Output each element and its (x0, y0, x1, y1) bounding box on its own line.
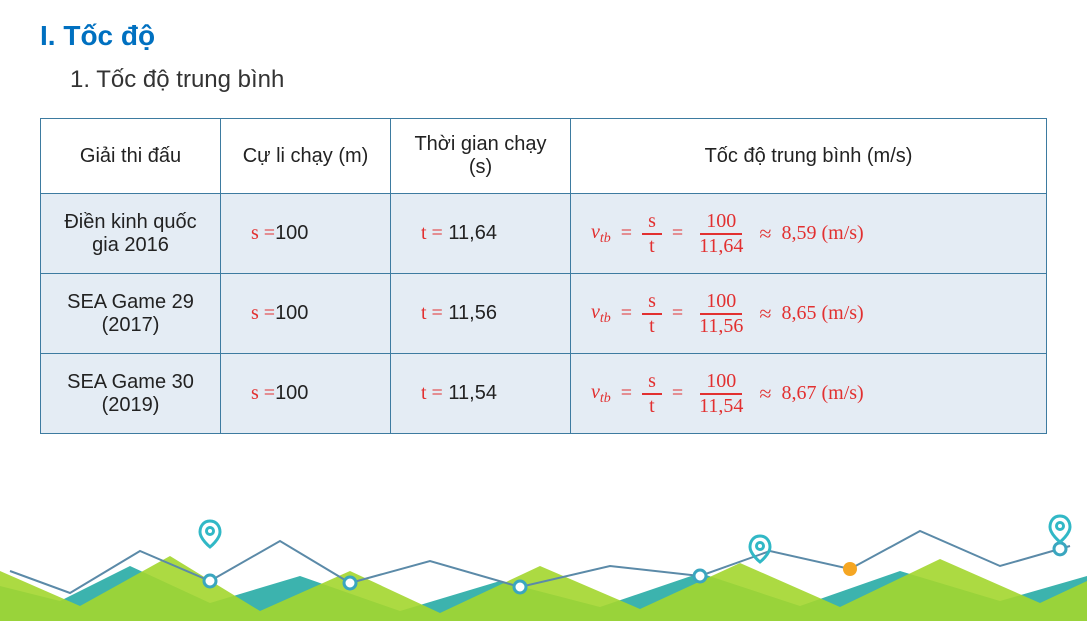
handwriting-t: t = (421, 382, 443, 405)
formula: vtb = st = 10011,64 ≈ 8,59 (m/s) (591, 211, 1034, 257)
distance-value: 100 (275, 222, 308, 245)
handwriting-s: s = (251, 382, 275, 405)
equals-icon: = (621, 382, 632, 405)
vtb-symbol: vtb (591, 221, 611, 247)
col-header-event: Giải thi đấu (41, 119, 221, 194)
result-value: 8,59 (m/s) (781, 222, 863, 245)
event-cell: SEA Game 29 (2017) (41, 274, 221, 354)
result-value: 8,65 (m/s) (781, 302, 863, 325)
formula-cell: vtb = st = 10011,56 ≈ 8,65 (m/s) (571, 274, 1047, 354)
formula: vtb = st = 10011,56 ≈ 8,65 (m/s) (591, 291, 1034, 337)
event-cell: Điền kinh quốc gia 2016 (41, 194, 221, 274)
data-table: Giải thi đấu Cự li chạy (m) Thời gian ch… (40, 118, 1047, 434)
distance-value: 100 (275, 302, 308, 325)
equals-icon: = (672, 382, 683, 405)
table-row: SEA Game 30 (2019)s =100t = 11,54 vtb = … (41, 354, 1047, 434)
vtb-symbol: vtb (591, 301, 611, 327)
time-cell: t = 11,54 (391, 354, 571, 434)
heading-1: I. Tốc độ (40, 20, 1047, 52)
equals-icon: = (621, 302, 632, 325)
slide: I. Tốc độ 1. Tốc độ trung bình Giải thi … (0, 0, 1087, 434)
col-header-time: Thời gian chạy (s) (391, 119, 571, 194)
equals-icon: = (621, 222, 632, 245)
table-header-row: Giải thi đấu Cự li chạy (m) Thời gian ch… (41, 119, 1047, 194)
equals-icon: = (672, 222, 683, 245)
approx-icon: ≈ (759, 381, 771, 407)
col-header-distance: Cự li chạy (m) (221, 119, 391, 194)
time-value: 11,54 (448, 382, 497, 405)
event-cell: SEA Game 30 (2019) (41, 354, 221, 434)
distance-cell: s =100 (221, 274, 391, 354)
time-cell: t = 11,56 (391, 274, 571, 354)
handwriting-t: t = (421, 302, 443, 325)
approx-icon: ≈ (759, 301, 771, 327)
handwriting-s: s = (251, 302, 275, 325)
formula-cell: vtb = st = 10011,64 ≈ 8,59 (m/s) (571, 194, 1047, 274)
distance-cell: s =100 (221, 194, 391, 274)
heading-2: 1. Tốc độ trung bình (70, 66, 1047, 94)
vtb-symbol: vtb (591, 381, 611, 407)
distance-cell: s =100 (221, 354, 391, 434)
table-row: Điền kinh quốc gia 2016s =100t = 11,64 v… (41, 194, 1047, 274)
time-cell: t = 11,64 (391, 194, 571, 274)
table-row: SEA Game 29 (2017)s =100t = 11,56 vtb = … (41, 274, 1047, 354)
distance-value: 100 (275, 382, 308, 405)
time-value: 11,64 (448, 222, 497, 245)
footer-decoration (0, 511, 1087, 621)
formula-cell: vtb = st = 10011,54 ≈ 8,67 (m/s) (571, 354, 1047, 434)
fraction-numeric: 10011,64 (693, 211, 749, 257)
fraction-symbolic: st (642, 211, 662, 257)
equals-icon: = (672, 302, 683, 325)
fraction-numeric: 10011,54 (693, 371, 749, 417)
approx-icon: ≈ (759, 221, 771, 247)
fraction-numeric: 10011,56 (693, 291, 749, 337)
col-header-speed: Tốc độ trung bình (m/s) (571, 119, 1047, 194)
handwriting-t: t = (421, 222, 443, 245)
fraction-symbolic: st (642, 371, 662, 417)
formula: vtb = st = 10011,54 ≈ 8,67 (m/s) (591, 371, 1034, 417)
fraction-symbolic: st (642, 291, 662, 337)
time-value: 11,56 (448, 302, 497, 325)
result-value: 8,67 (m/s) (781, 382, 863, 405)
handwriting-s: s = (251, 222, 275, 245)
